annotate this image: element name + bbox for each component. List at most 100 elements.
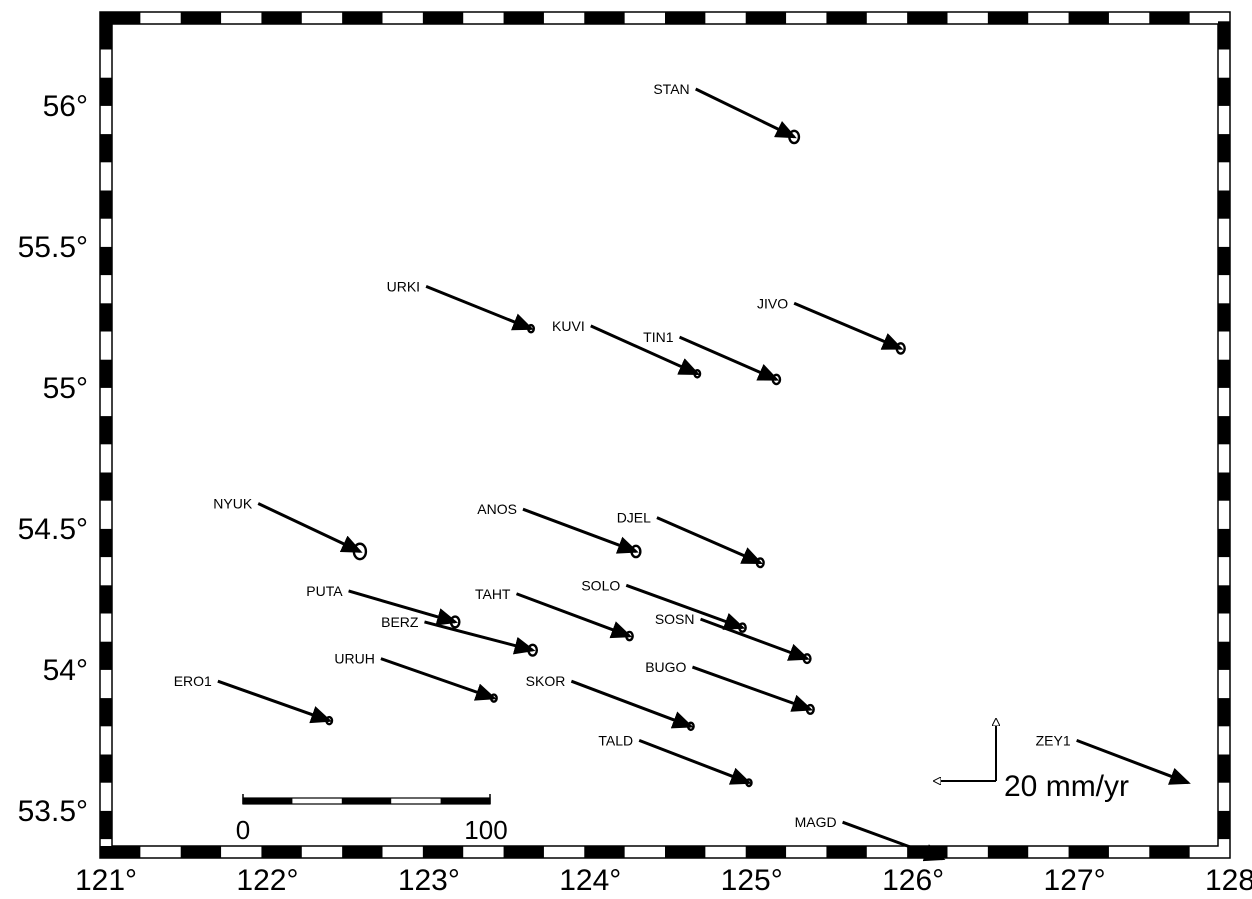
error-ellipse (625, 630, 634, 642)
error-ellipse (686, 721, 695, 732)
border-segment-right (1218, 641, 1230, 670)
station-label: ZEY1 (1036, 732, 1071, 748)
station-label: DJEL (617, 510, 651, 526)
velocity-arrow (570, 679, 694, 729)
border-segment-bottom (100, 846, 141, 858)
border-segment-bottom (745, 846, 787, 858)
border-segment-bottom (503, 846, 544, 858)
station-djel: DJEL (617, 510, 765, 569)
station-puta: PUTA (306, 583, 461, 629)
station-label: BERZ (381, 614, 419, 630)
border-segment-left (100, 810, 112, 840)
station-jivo: JIVO (757, 295, 906, 355)
station-anos: ANOS (477, 501, 642, 559)
velocity-arrow (793, 301, 904, 350)
velocity-arrow (348, 589, 459, 626)
border-segment-left (100, 641, 112, 670)
station-tin1: TIN1 (643, 329, 782, 386)
scale-label-end: 100 (464, 815, 507, 845)
error-ellipse (489, 693, 498, 703)
station-label: URUH (334, 651, 374, 667)
station-label: STAN (653, 81, 689, 97)
station-magd: MAGD (795, 814, 946, 862)
station-label: SOSN (655, 611, 695, 627)
station-urki: URKI (387, 278, 535, 334)
border-segment-left (100, 77, 112, 106)
velocity-arrow (699, 617, 810, 661)
border-segment-left (100, 246, 112, 276)
border-segment-right (1218, 754, 1230, 783)
border-segment-left (100, 754, 112, 783)
station-label: TIN1 (643, 329, 674, 345)
reference-vector-label: 20 mm/yr (1004, 770, 1129, 803)
station-berz: BERZ (381, 614, 539, 657)
lon-tick-label: 127° (1044, 864, 1106, 897)
border-segment-left (100, 416, 112, 445)
lat-tick-label: 54.5° (18, 513, 88, 546)
lon-tick-label: 122° (236, 864, 298, 897)
border-segment-top (503, 12, 544, 24)
station-label: NYUK (213, 496, 253, 512)
border-segment-top (665, 12, 706, 24)
velocity-arrow (380, 657, 497, 701)
lat-tick-label: 54° (43, 654, 88, 687)
border-segment-right (1218, 303, 1230, 332)
error-ellipse (802, 653, 812, 665)
station-taht: TAHT (475, 586, 634, 642)
border-segment-top (1068, 12, 1109, 24)
station-label: JIVO (757, 295, 788, 311)
station-label: SOLO (581, 577, 620, 593)
inner-frame (111, 23, 1219, 847)
velocity-arrow (515, 592, 633, 639)
border-segment-right (1218, 698, 1230, 727)
lon-tick-label: 123° (398, 864, 460, 897)
lat-tick-label: 56° (43, 90, 88, 123)
border-segment-left (100, 190, 112, 219)
velocity-arrow (695, 87, 797, 139)
station-uruh: URUH (334, 651, 498, 703)
border-segment-left (100, 21, 112, 50)
station-nyuk: NYUK (213, 496, 368, 561)
velocity-arrow (842, 820, 946, 862)
station-solo: SOLO (581, 577, 747, 633)
station-label: ERO1 (174, 673, 212, 689)
error-ellipse (805, 703, 815, 715)
scale-bar-segment (341, 798, 392, 804)
border-segment-right (1218, 810, 1230, 840)
velocity-arrow (217, 679, 333, 724)
lon-tick-label: 126° (882, 864, 944, 897)
velocity-arrow (1076, 739, 1191, 785)
lat-tick-label: 55° (43, 372, 88, 405)
scale-label-start: 0 (236, 815, 250, 845)
error-ellipse (325, 715, 334, 726)
border-segment-bottom (665, 846, 706, 858)
velocity-arrow (424, 620, 536, 655)
station-label: TALD (598, 732, 633, 748)
border-segment-top (584, 12, 625, 24)
station-skor: SKOR (526, 673, 695, 732)
border-segment-right (1218, 416, 1230, 445)
velocity-arrow (590, 324, 701, 376)
border-segment-right (1218, 134, 1230, 163)
border-segment-right (1218, 528, 1230, 558)
border-segment-bottom (422, 846, 464, 858)
lat-tick-label: 55.5° (18, 231, 88, 264)
border-segment-top (987, 12, 1029, 24)
border-segment-top (180, 12, 222, 24)
border-segment-bottom (261, 846, 302, 858)
border-segment-top (261, 12, 302, 24)
lon-tick-label: 128° (1205, 864, 1252, 897)
border-segment-bottom (1068, 846, 1109, 858)
border-segment-top (342, 12, 383, 24)
border-segment-left (100, 528, 112, 558)
border-segment-bottom (584, 846, 625, 858)
border-segment-right (1218, 77, 1230, 106)
lon-tick-label: 121° (75, 864, 137, 897)
error-ellipse (895, 342, 906, 355)
border-segment-right (1218, 190, 1230, 219)
border-segment-top (100, 12, 141, 24)
station-tald: TALD (598, 732, 753, 788)
border-segment-right (1218, 246, 1230, 276)
velocity-arrow (425, 284, 534, 331)
